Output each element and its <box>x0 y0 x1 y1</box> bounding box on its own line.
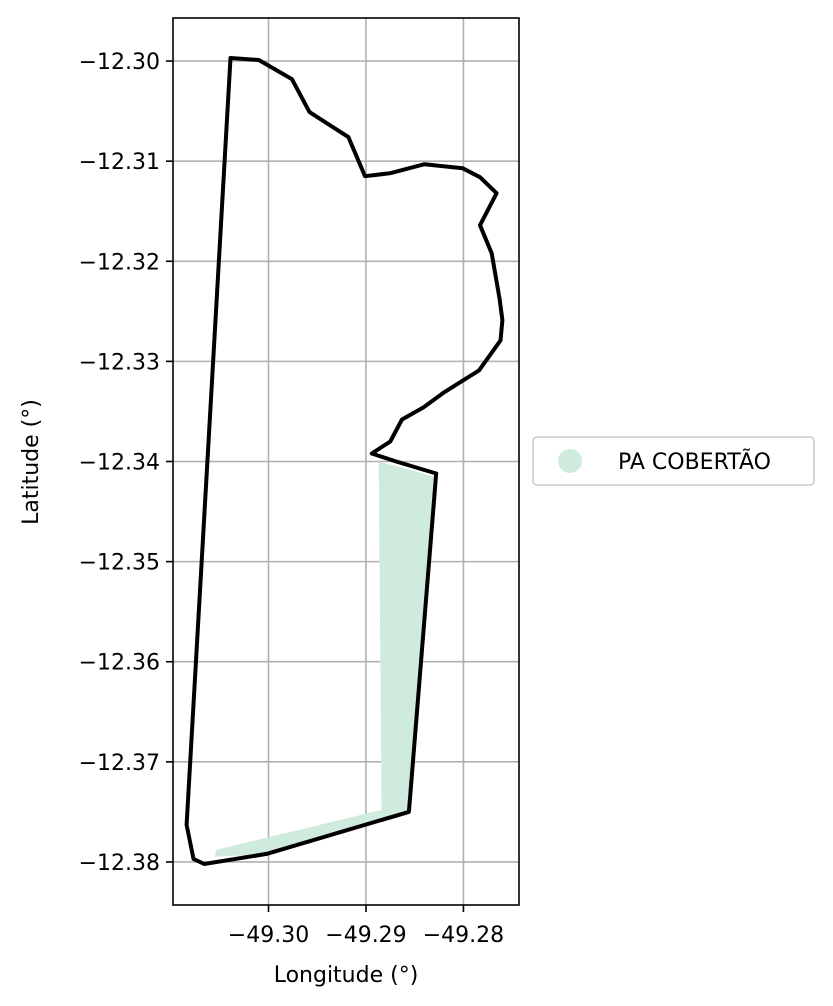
y-tick-label: −12.37 <box>79 751 160 776</box>
settlement-area <box>214 461 435 857</box>
y-axis-label: Latitude (°) <box>19 399 44 525</box>
legend-marker-icon <box>558 449 582 473</box>
legend: PA COBERTÃO <box>532 436 815 486</box>
y-tick-label: −12.33 <box>79 350 160 375</box>
y-tick-label: −12.38 <box>79 851 160 876</box>
y-axis: −12.30 −12.31 −12.32 −12.33 −12.34 −12.35 −12.… <box>79 50 173 876</box>
x-axis-label: Longitude (°) <box>274 963 419 988</box>
x-tick-label: −49.30 <box>228 923 309 948</box>
legend-frame <box>532 436 815 486</box>
fill-layer <box>214 461 435 857</box>
boundary-layer <box>184 56 505 866</box>
y-tick-label: −12.32 <box>79 250 160 275</box>
legend-label: PA COBERTÃO <box>618 448 771 475</box>
x-tick-label: −49.28 <box>423 923 504 948</box>
y-tick-label: −12.31 <box>79 150 160 175</box>
x-tick-label: −49.29 <box>325 923 406 948</box>
y-tick-label: −12.34 <box>79 451 160 476</box>
y-tick-label: −12.30 <box>79 50 160 75</box>
x-axis: −49.30 −49.29 −49.28 <box>228 905 504 948</box>
y-tick-label: −12.35 <box>79 551 160 576</box>
grid-lines <box>173 18 519 905</box>
boundary-outline <box>184 56 505 866</box>
y-tick-label: −12.36 <box>79 651 160 676</box>
